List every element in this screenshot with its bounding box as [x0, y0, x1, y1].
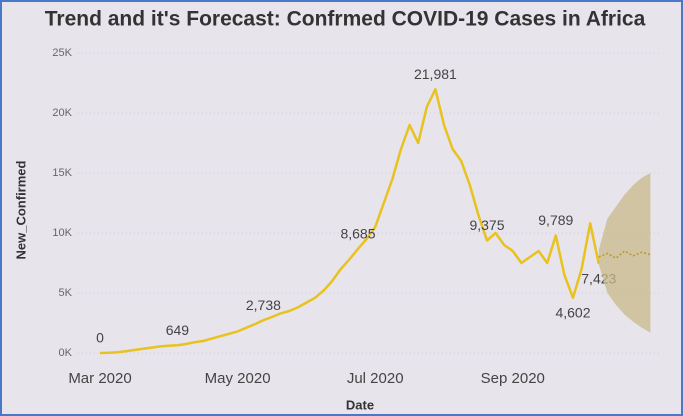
y-tick-label: 15K [52, 167, 72, 179]
line [598, 250, 651, 259]
x-tick-label: May 2020 [205, 370, 271, 387]
data-label: 9,789 [538, 212, 573, 228]
y-tick-label: 25K [52, 47, 72, 59]
x-tick-label: Jul 2020 [347, 370, 404, 387]
data-label: 0 [96, 330, 104, 346]
line [99, 87, 601, 355]
data-label: 2,738 [246, 297, 281, 313]
forecast-band [598, 173, 651, 333]
data-label: 21,981 [414, 66, 457, 82]
y-tick-label: 20K [52, 107, 72, 119]
chart-title: Trend and it's Forecast: Confrmed COVID-… [45, 8, 646, 31]
data-label: 649 [166, 322, 190, 338]
data-label: 4,602 [555, 304, 590, 320]
data-label: 9,375 [469, 217, 504, 233]
x-axis-label: Date [346, 397, 374, 412]
x-tick-label: Mar 2020 [68, 370, 131, 387]
x-tick-label: Sep 2020 [481, 370, 545, 387]
y-tick-label: 10K [52, 227, 72, 239]
y-tick-label: 0K [59, 347, 73, 359]
y-tick-label: 5K [59, 287, 73, 299]
data-label: 8,685 [340, 225, 375, 241]
y-axis-label: New_Confirmed [13, 160, 28, 259]
